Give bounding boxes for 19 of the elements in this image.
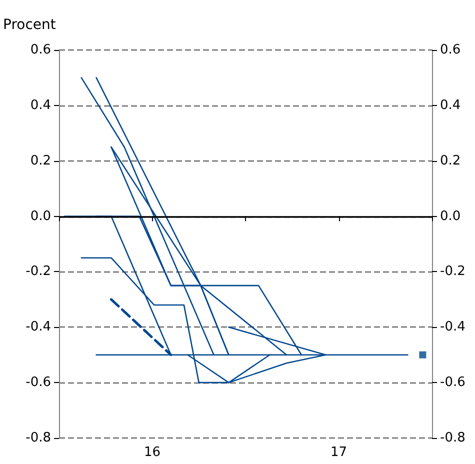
y-tick-label: -0.6 [26,375,51,390]
y-tick-label: 0.4 [30,98,51,113]
y2-tick-label: 0.4 [440,98,461,113]
y-axis-title: Procent [3,17,56,33]
y-tick-label: -0.4 [26,320,51,335]
y-tick-label: 0.6 [30,42,51,58]
y2-tick-label: -0.2 [440,264,466,280]
y2-tick-label: 0.0 [440,208,461,224]
y-tick-label: 0.0 [30,208,51,224]
y-tick-label: 0.2 [30,153,51,168]
x-tick-label: 16 [144,445,161,460]
y-tick-label: -0.8 [26,430,51,446]
y-tick-label: -0.2 [26,264,51,280]
x-tick-label: 17 [330,445,348,460]
y2-tick-label: -0.6 [440,375,466,390]
y2-tick-label: -0.4 [440,320,466,335]
y2-tick-label: -0.8 [440,430,466,446]
y2-tick-label: 0.2 [440,153,461,168]
y2-tick-label: 0.6 [440,42,461,58]
